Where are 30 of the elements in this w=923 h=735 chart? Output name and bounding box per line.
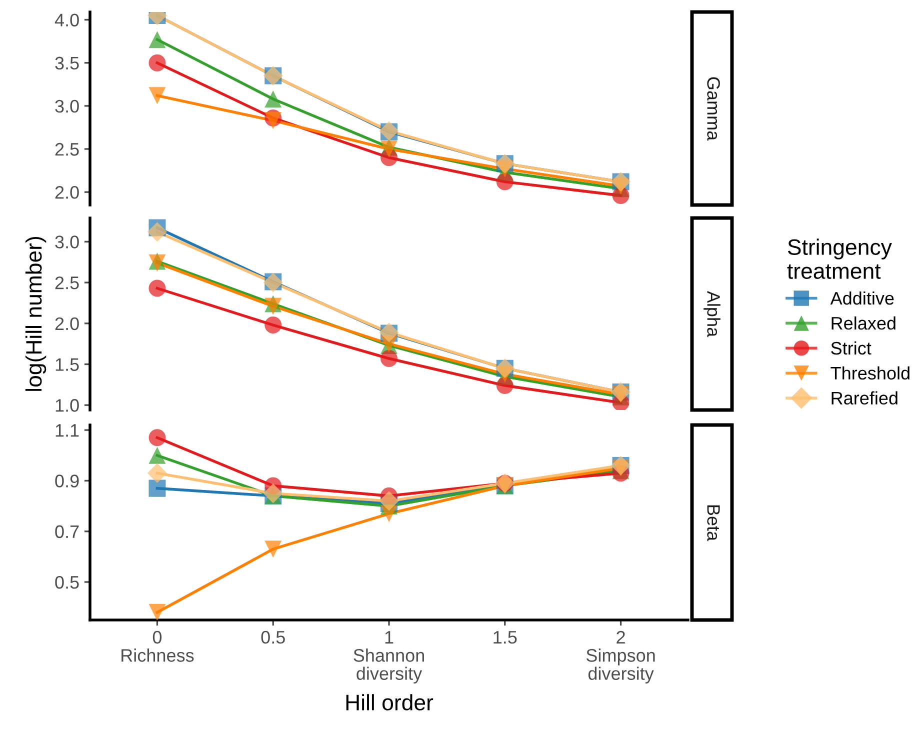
y-tick-label: 3.0 <box>55 100 79 113</box>
y-tick-label: 2.5 <box>55 142 79 156</box>
x-tick-label: 0.5 <box>261 630 285 644</box>
legend-label: Additive <box>830 291 894 305</box>
y-tick-label: 0.7 <box>55 525 79 538</box>
y-tick-label: 0.9 <box>55 474 79 488</box>
x-tick-label: 0 Richness <box>122 630 194 662</box>
y-tick-label: 2.0 <box>55 186 79 199</box>
y-tick-label: 1.1 <box>56 424 79 437</box>
y-tick-label: 2.0 <box>55 317 79 330</box>
text: Gamma <box>707 77 720 141</box>
text: Beta <box>707 505 720 542</box>
y-tick-label: 3.0 <box>55 236 79 248</box>
y-tick-label: 4.0 <box>54 14 79 26</box>
x-axis-title: Hill order <box>346 694 434 710</box>
y-tick-label: 0.5 <box>55 576 79 589</box>
x-tick-label: 2 Simpson diversity <box>586 630 655 684</box>
legend-label: Rarefied <box>832 391 898 405</box>
legend-label: Strict <box>831 341 872 355</box>
legend-label: Threshold <box>830 366 910 380</box>
legend-title: Stringency treatment <box>787 238 892 279</box>
legend-label: Relaxed <box>832 316 896 330</box>
text: Alpha <box>704 290 720 338</box>
y-tick-label: 3.5 <box>55 56 79 70</box>
y-tick-label: 1.5 <box>56 358 79 371</box>
y-tick-label: 2.5 <box>55 276 79 290</box>
y-axis-title: log(Hill number) <box>25 236 46 391</box>
x-tick-label: 1 Shannon diversity <box>354 631 424 684</box>
x-tick-label: 1.5 <box>494 631 517 644</box>
y-tick-label: 1.0 <box>56 399 79 412</box>
